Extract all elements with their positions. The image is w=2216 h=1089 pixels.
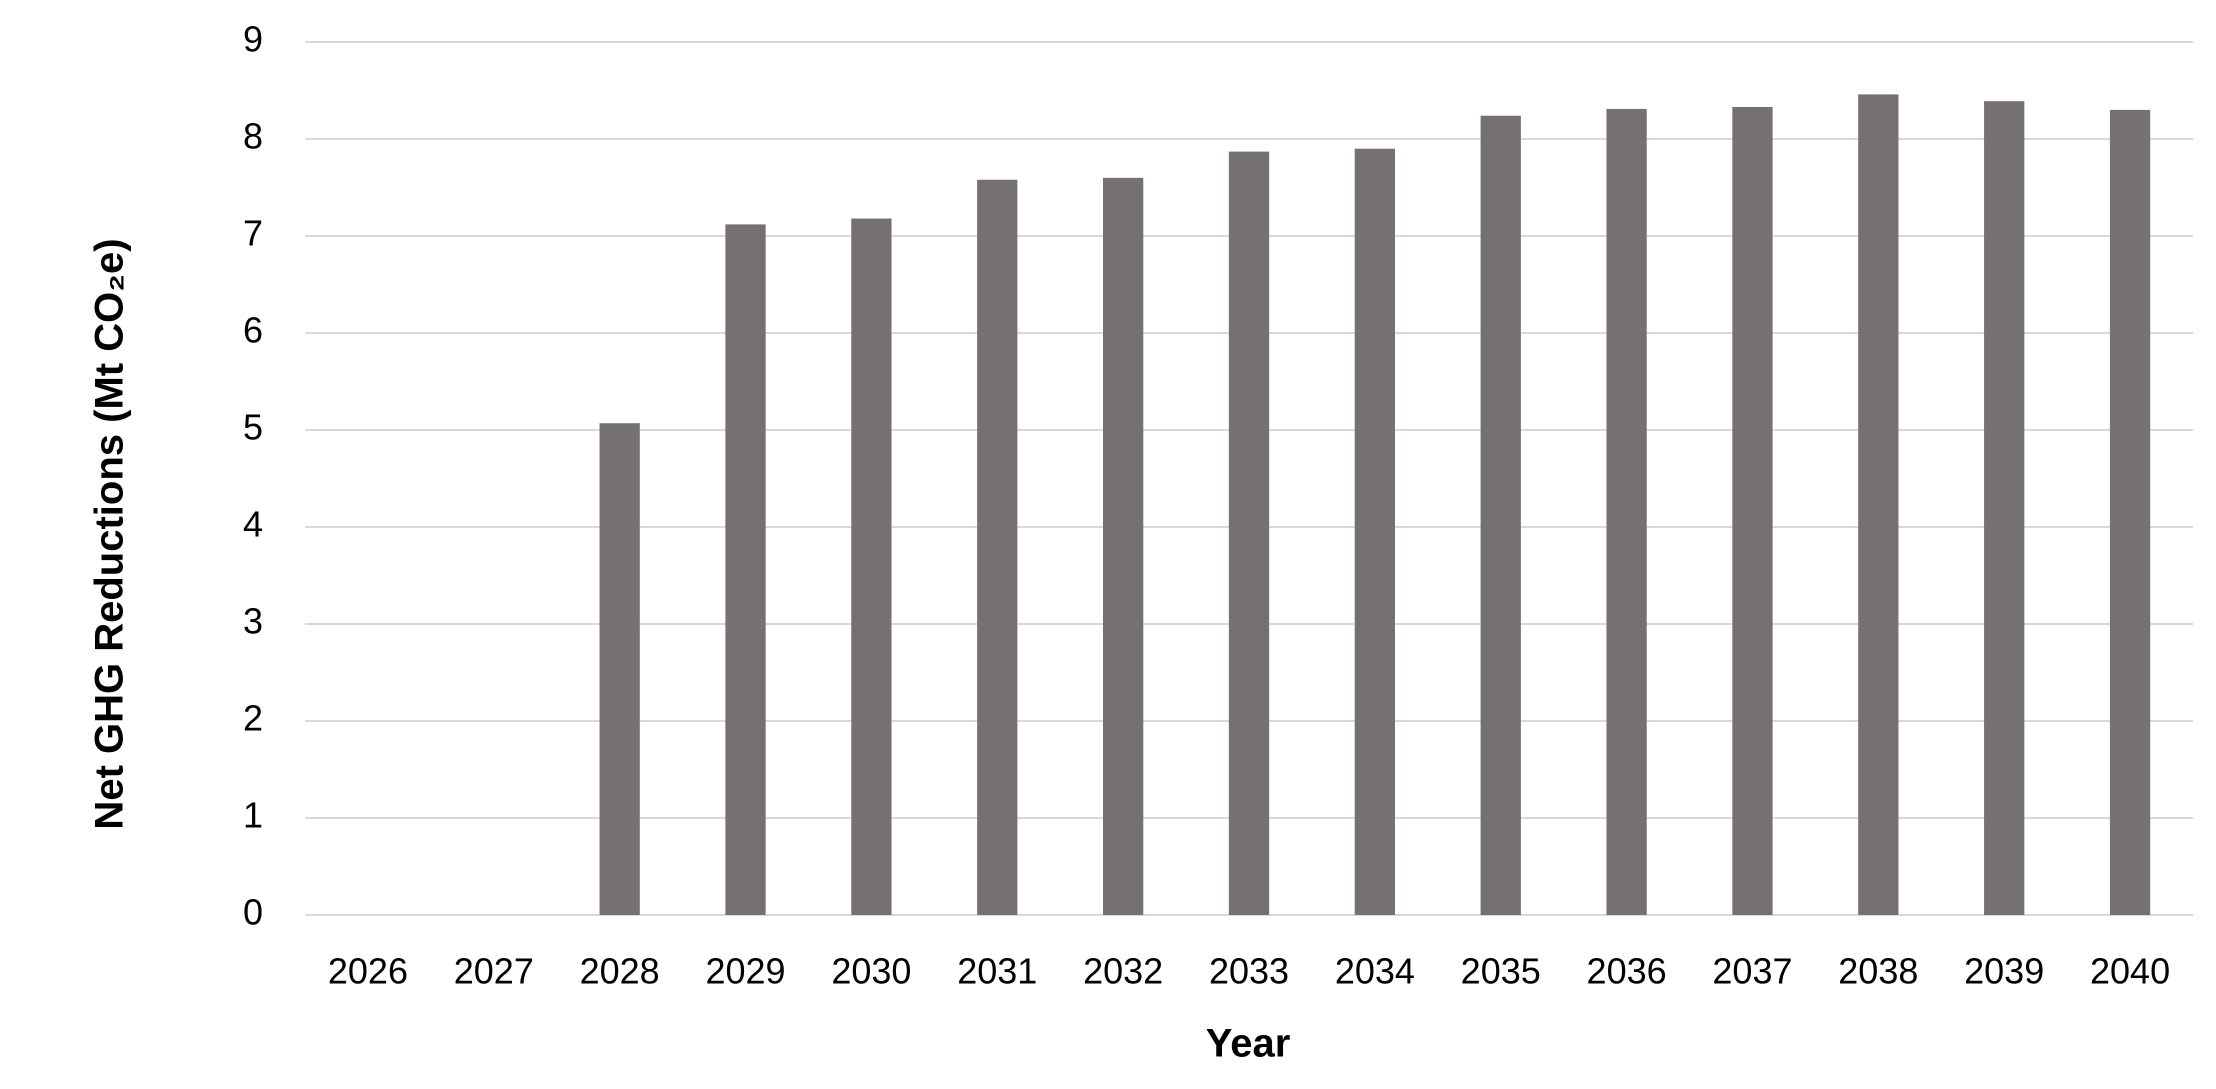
bar bbox=[1102, 177, 1144, 916]
x-tick-label: 2036 bbox=[1587, 951, 1667, 992]
bar bbox=[2109, 109, 2151, 915]
x-tick-label: 2037 bbox=[1712, 951, 1792, 992]
x-tick-label: 2040 bbox=[2090, 951, 2170, 992]
bar bbox=[1732, 106, 1773, 916]
bar bbox=[1858, 94, 1899, 915]
x-tick-label: 2038 bbox=[1838, 951, 1918, 992]
y-tick-label: 4 bbox=[243, 504, 263, 545]
bar bbox=[599, 423, 640, 915]
x-tick-label: 2029 bbox=[705, 951, 785, 992]
y-tick-label: 9 bbox=[243, 19, 263, 60]
bar bbox=[1480, 115, 1521, 916]
bar bbox=[1984, 101, 2025, 916]
y-tick-label: 3 bbox=[243, 601, 263, 642]
x-tick-label: 2030 bbox=[831, 951, 911, 992]
bar bbox=[851, 218, 892, 916]
x-tick-label: 2027 bbox=[454, 951, 534, 992]
bar bbox=[977, 179, 1018, 916]
y-tick-label: 0 bbox=[243, 892, 263, 933]
bar bbox=[725, 224, 766, 916]
x-tick-label: 2033 bbox=[1209, 951, 1289, 992]
bar bbox=[1228, 151, 1270, 916]
y-tick-label: 7 bbox=[243, 213, 263, 254]
y-tick-label: 2 bbox=[243, 698, 263, 739]
y-tick-label: 1 bbox=[243, 795, 263, 836]
x-tick-label: 2035 bbox=[1461, 951, 1541, 992]
bar bbox=[1606, 108, 1647, 916]
x-tick-label: 2034 bbox=[1335, 951, 1415, 992]
y-tick-label: 8 bbox=[243, 116, 263, 157]
x-tick-label: 2028 bbox=[580, 951, 660, 992]
x-tick-label: 2026 bbox=[328, 951, 408, 992]
y-tick-label: 5 bbox=[243, 407, 263, 448]
y-tick-label: 6 bbox=[243, 310, 263, 351]
x-tick-label: 2031 bbox=[957, 951, 1037, 992]
x-tick-label: 2032 bbox=[1083, 951, 1163, 992]
x-axis-title: Year bbox=[1206, 1022, 1291, 1066]
y-axis-title: Net GHG Reductions (Mt CO₂e) bbox=[88, 238, 132, 829]
bar bbox=[1354, 148, 1396, 915]
x-tick-label: 2039 bbox=[1964, 951, 2044, 992]
